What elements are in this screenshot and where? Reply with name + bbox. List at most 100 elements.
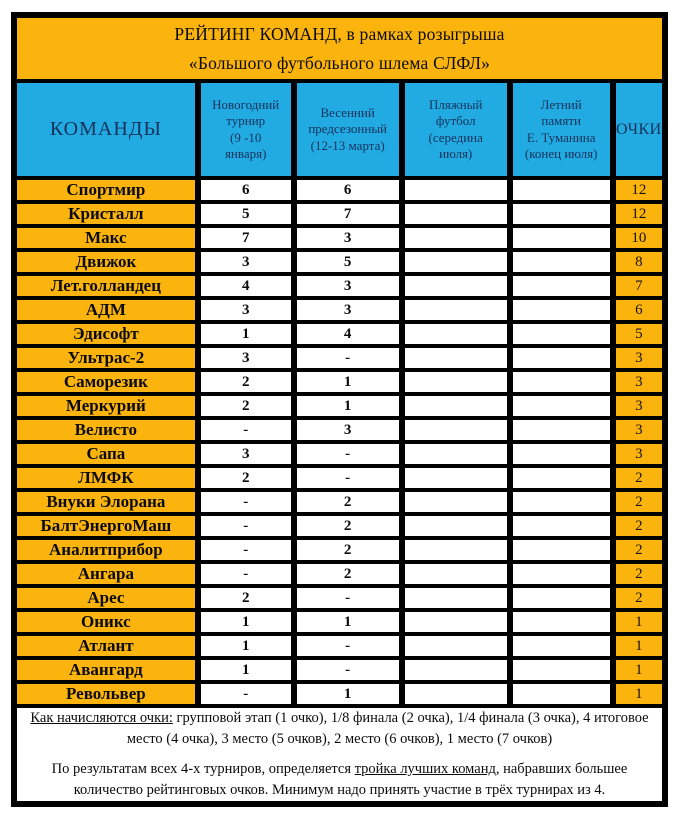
tournament-3-score-cell [398,248,513,276]
table-title-line1: РЕЙТИНГ КОМАНД, в рамках розыгрыша [174,23,505,44]
table-row: Лет.голландец 4 3 7 [11,272,669,300]
points-cell: 1 [609,608,669,636]
points-cell: 2 [609,584,669,612]
title-row: РЕЙТИНГ КОМАНД, в рамках розыгрыша «Боль… [11,13,668,83]
team-name-cell: Движок [11,248,201,276]
points-cell: 3 [609,440,669,468]
table-row: Ангара - 2 2 [11,560,669,588]
tournament-1-score-cell: 2 [194,464,297,492]
tournament-1-score-cell: 3 [194,248,297,276]
team-name-cell: Внуки Элорана [11,488,201,516]
table-row: Арес 2 - 2 [11,584,669,612]
points-cell: 2 [609,464,669,492]
team-name-cell: Арес [11,584,201,612]
tournament-3-score-cell [398,488,513,516]
team-name-cell: БалтЭнергоМаш [11,512,201,540]
points-cell: 6 [609,296,669,324]
table-row: Велисто - 3 3 [11,416,669,444]
tournament-1-score-cell: 3 [194,296,297,324]
table-row: Макс 7 3 10 [11,224,669,252]
tournament-1-score-cell: 3 [194,344,297,372]
tournament-4-score-cell [506,176,616,204]
team-name-cell: Авангард [11,656,201,684]
footer-results-note-rest: , набравших большее количество рейтингов… [73,761,628,798]
tournament-4-score-cell [506,680,616,708]
points-cell: 2 [609,560,669,588]
tournament-1-score-cell: 6 [194,176,297,204]
team-name-cell: Ультрас-2 [11,344,201,372]
tournament-2-score-cell: 3 [290,416,405,444]
points-cell: 3 [609,416,669,444]
tournament-3-score-cell [398,296,513,324]
footer-scoring-note-rest: групповой этап (1 очко), 1/8 финала (2 о… [126,710,649,747]
tournament-4-score-cell [506,224,616,252]
table-body: Спортмир 6 6 12 Кристалл 5 7 12 Макс 7 3… [11,176,669,708]
tournament-2-score-cell: 1 [290,608,405,636]
tournament-3-score-cell [398,464,513,492]
tournament-1-score-cell: - [194,512,297,540]
tournament-1-score-cell: 2 [194,584,297,612]
team-name-cell: Револьвер [11,680,201,708]
table-row: Аналитприбор - 2 2 [11,536,669,564]
table-row: Авангард 1 - 1 [11,656,669,684]
rating-table: РЕЙТИНГ КОМАНД, в рамках розыгрыша «Боль… [11,12,669,807]
column-header-tournament-1: Новогодний турнир (9 -10 января) [194,79,297,180]
rating-table-card: РЕЙТИНГ КОМАНД, в рамках розыгрыша «Боль… [11,12,669,807]
footer-results-note-underlined: тройка лучших команд [354,761,496,777]
points-cell: 1 [609,680,669,708]
tournament-1-score-cell: 2 [194,368,297,396]
tournament-1-score-cell: 1 [194,608,297,636]
tournament-2-score-cell: 3 [290,272,405,300]
tournament-1-score-cell: 1 [194,656,297,684]
tournament-3-score-cell [398,584,513,612]
footer-scoring-note-underlined: Как начисляются очки: [30,710,173,726]
team-name-cell: Эдисофт [11,320,201,348]
points-cell: 2 [609,488,669,516]
tournament-4-score-cell [506,608,616,636]
table-title-line2: «Большого футбольного шлема СЛФЛ» [188,52,491,73]
tournament-3-score-cell [398,320,513,348]
tournament-1-score-cell: 3 [194,440,297,468]
tournament-2-score-cell: 5 [290,248,405,276]
tournament-4-score-cell [506,296,616,324]
table-row: Револьвер - 1 1 [11,680,669,708]
tournament-3-score-cell [398,200,513,228]
tournament-1-score-cell: - [194,536,297,564]
tournament-1-score-cell: 1 [194,320,297,348]
team-name-cell: Сапа [11,440,201,468]
team-name-cell: АДМ [11,296,201,324]
points-cell: 10 [609,224,669,252]
tournament-4-score-cell [506,416,616,444]
tournament-3-score-cell [398,608,513,636]
tournament-3-score-cell [398,536,513,564]
tournament-4-score-cell [506,488,616,516]
tournament-2-score-cell: 2 [290,488,405,516]
tournament-2-score-cell: - [290,632,405,660]
points-cell: 3 [609,392,669,420]
tournament-1-score-cell: - [194,416,297,444]
points-cell: 2 [609,536,669,564]
table-row: Движок 3 5 8 [11,248,669,276]
points-cell: 3 [609,368,669,396]
points-cell: 12 [609,176,669,204]
tournament-2-score-cell: - [290,656,405,684]
tournament-2-score-cell: 7 [290,200,405,228]
tournament-2-score-cell: 3 [290,296,405,324]
tournament-4-score-cell [506,656,616,684]
tournament-1-score-cell: 7 [194,224,297,252]
tournament-4-score-cell [506,632,616,660]
tournament-3-score-cell [398,392,513,420]
table-row: Ультрас-2 3 - 3 [11,344,669,372]
tournament-1-score-cell: 2 [194,392,297,420]
tournament-4-score-cell [506,512,616,540]
tournament-3-score-cell [398,176,513,204]
column-header-tournament-3: Пляжный футбол (середина июля) [398,79,513,180]
tournament-4-score-cell [506,464,616,492]
tournament-4-score-cell [506,272,616,300]
tournament-3-score-cell [398,224,513,252]
team-name-cell: Спортмир [11,176,201,204]
team-name-cell: Кристалл [11,200,201,228]
footer-results-note-start: По результатам всех 4-х турниров, опреде… [51,761,355,777]
tournament-4-score-cell [506,200,616,228]
column-header-tournament-2: Весенний предсезонный (12-13 марта) [290,79,405,180]
